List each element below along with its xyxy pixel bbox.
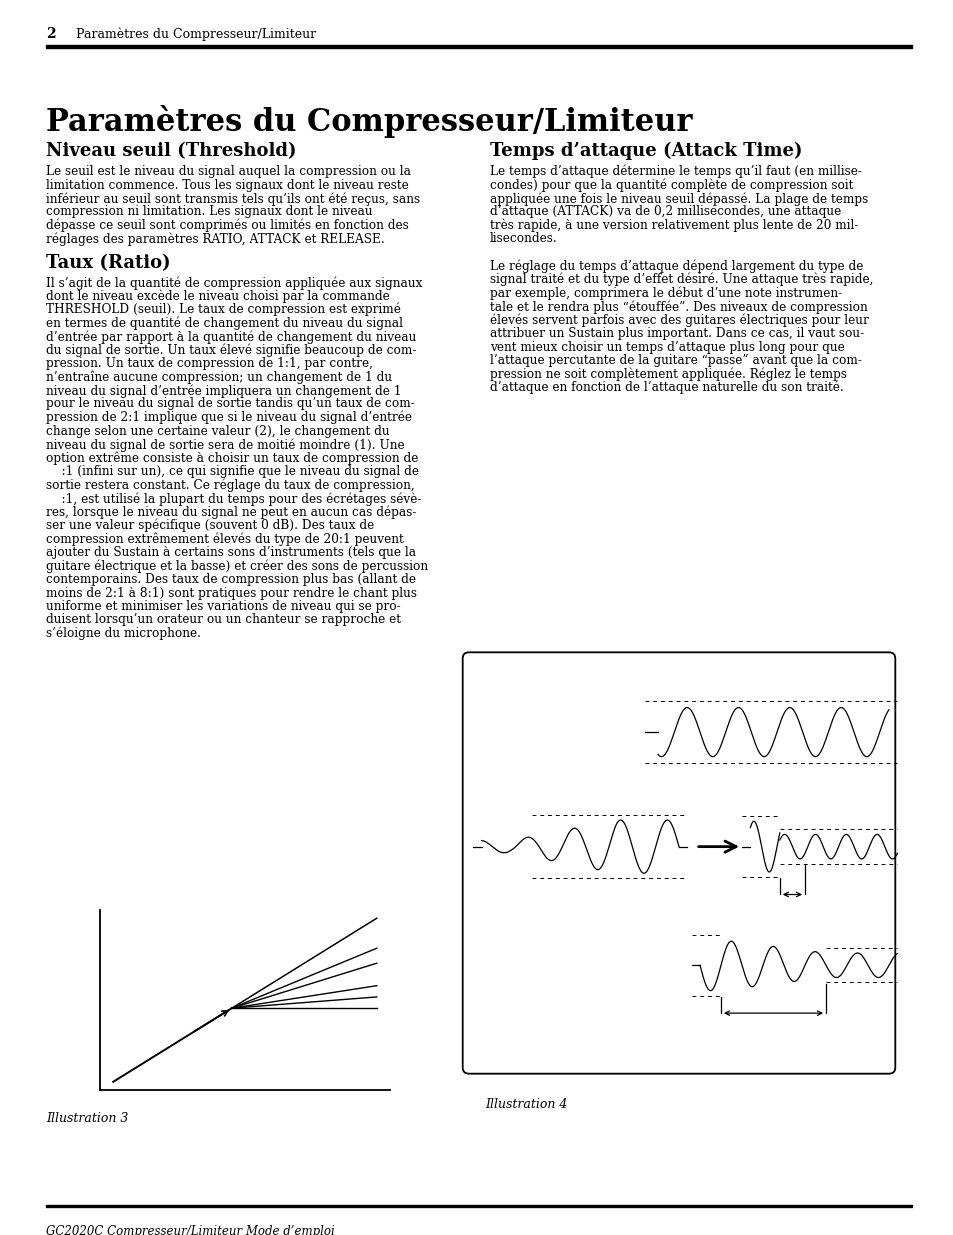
Text: s’éloigne du microphone.: s’éloigne du microphone.: [46, 627, 201, 641]
Text: THRESHOLD (seuil). Le taux de compression est exprimé: THRESHOLD (seuil). Le taux de compressio…: [46, 303, 400, 316]
Text: Taux (Ratio): Taux (Ratio): [46, 254, 171, 272]
Text: Illustration 4: Illustration 4: [484, 1098, 567, 1112]
Text: option extrême consiste à choisir un taux de compression de: option extrême consiste à choisir un tau…: [46, 452, 418, 466]
Text: niveau du signal de sortie sera de moitié moindre (1). Une: niveau du signal de sortie sera de moiti…: [46, 438, 404, 452]
Text: 2: 2: [46, 27, 55, 41]
Text: duisent lorsqu’un orateur ou un chanteur se rapproche et: duisent lorsqu’un orateur ou un chanteur…: [46, 614, 400, 626]
Text: tale et le rendra plus “étouffée”. Des niveaux de compression: tale et le rendra plus “étouffée”. Des n…: [490, 300, 867, 314]
Text: dépasse ce seuil sont comprimés ou limités en fonction des: dépasse ce seuil sont comprimés ou limit…: [46, 219, 408, 232]
Text: condes) pour que la quantité complète de compression soit: condes) pour que la quantité complète de…: [490, 179, 853, 191]
Text: :1 (infini sur un), ce qui signifie que le niveau du signal de: :1 (infini sur un), ce qui signifie que …: [46, 466, 418, 478]
FancyBboxPatch shape: [462, 652, 894, 1073]
Text: d’entrée par rapport à la quantité de changement du niveau: d’entrée par rapport à la quantité de ch…: [46, 330, 416, 343]
Text: compression ni limitation. Les signaux dont le niveau: compression ni limitation. Les signaux d…: [46, 205, 373, 219]
Text: :1, est utilisé la plupart du temps pour des écrétages sévè-: :1, est utilisé la plupart du temps pour…: [46, 492, 421, 505]
Text: niveau du signal d’entrée impliquera un changement de 1: niveau du signal d’entrée impliquera un …: [46, 384, 401, 398]
Text: appliquée une fois le niveau seuil dépassé. La plage de temps: appliquée une fois le niveau seuil dépas…: [490, 191, 867, 205]
Text: compression extrêmement élevés du type de 20:1 peuvent: compression extrêmement élevés du type d…: [46, 532, 403, 546]
Bar: [46, 44, 911, 48]
Text: uniforme et minimiser les variations de niveau qui se pro-: uniforme et minimiser les variations de …: [46, 600, 400, 613]
Text: d’attaque (ATTACK) va de 0,2 millisecondes, une attaque: d’attaque (ATTACK) va de 0,2 millisecond…: [490, 205, 841, 219]
Text: sortie restera constant. Ce réglage du taux de compression,: sortie restera constant. Ce réglage du t…: [46, 478, 415, 492]
Text: Paramètres du Compresseur/Limiteur: Paramètres du Compresseur/Limiteur: [76, 27, 315, 41]
Text: lisecondes.: lisecondes.: [490, 232, 558, 246]
Text: pression. Un taux de compression de 1:1, par contre,: pression. Un taux de compression de 1:1,…: [46, 357, 373, 370]
Text: en termes de quantité de changement du niveau du signal: en termes de quantité de changement du n…: [46, 316, 402, 330]
Text: moins de 2:1 à 8:1) sont pratiques pour rendre le chant plus: moins de 2:1 à 8:1) sont pratiques pour …: [46, 587, 416, 599]
Text: très rapide, à une version relativement plus lente de 20 mil-: très rapide, à une version relativement …: [490, 219, 858, 232]
Text: GC2020C Compresseur/Limiteur Mode d’emploi: GC2020C Compresseur/Limiteur Mode d’empl…: [46, 1225, 335, 1235]
Text: élevés servent parfois avec des guitares électriques pour leur: élevés servent parfois avec des guitares…: [490, 314, 868, 327]
Text: Paramètres du Compresseur/Limiteur: Paramètres du Compresseur/Limiteur: [46, 105, 692, 138]
Text: inférieur au seuil sont transmis tels qu’ils ont été reçus, sans: inférieur au seuil sont transmis tels qu…: [46, 191, 419, 205]
Text: res, lorsque le niveau du signal ne peut en aucun cas dépas-: res, lorsque le niveau du signal ne peut…: [46, 505, 416, 519]
Text: Il s’agit de la quantité de compression appliquée aux signaux: Il s’agit de la quantité de compression …: [46, 275, 422, 289]
Text: par exemple, comprimera le début d’une note instrumen-: par exemple, comprimera le début d’une n…: [490, 287, 841, 300]
Text: ser une valeur spécifique (souvent 0 dB). Des taux de: ser une valeur spécifique (souvent 0 dB)…: [46, 519, 374, 532]
Text: limitation commence. Tous les signaux dont le niveau reste: limitation commence. Tous les signaux do…: [46, 179, 408, 191]
Text: attribuer un Sustain plus important. Dans ce cas, il vaut sou-: attribuer un Sustain plus important. Dan…: [490, 327, 863, 340]
Text: Temps d’attaque (Attack Time): Temps d’attaque (Attack Time): [490, 142, 801, 161]
Text: dont le niveau excède le niveau choisi par la commande: dont le niveau excède le niveau choisi p…: [46, 289, 390, 303]
Text: ajouter du Sustain à certains sons d’instruments (tels que la: ajouter du Sustain à certains sons d’ins…: [46, 546, 416, 559]
Text: change selon une certaine valeur (2), le changement du: change selon une certaine valeur (2), le…: [46, 425, 389, 437]
Text: l’attaque percutante de la guitare “passe” avant que la com-: l’attaque percutante de la guitare “pass…: [490, 354, 861, 367]
Text: signal traité et du type d’effet désiré. Une attaque très rapide,: signal traité et du type d’effet désiré.…: [490, 273, 873, 287]
Text: contemporains. Des taux de compression plus bas (allant de: contemporains. Des taux de compression p…: [46, 573, 416, 585]
Text: vent mieux choisir un temps d’attaque plus long pour que: vent mieux choisir un temps d’attaque pl…: [490, 341, 843, 353]
Bar: [46, 1204, 911, 1207]
Text: pression de 2:1 implique que si le niveau du signal d’entrée: pression de 2:1 implique que si le nivea…: [46, 411, 412, 425]
Text: Le réglage du temps d’attaque dépend largement du type de: Le réglage du temps d’attaque dépend lar…: [490, 259, 862, 273]
Text: d’attaque en fonction de l’attaque naturelle du son traité.: d’attaque en fonction de l’attaque natur…: [490, 382, 842, 394]
Text: du signal de sortie. Un taux élevé signifie beaucoup de com-: du signal de sortie. Un taux élevé signi…: [46, 343, 416, 357]
Text: Illustration 3: Illustration 3: [46, 1112, 129, 1125]
Text: guitare électrique et la basse) et créer des sons de percussion: guitare électrique et la basse) et créer…: [46, 559, 428, 573]
Text: n’entraîne aucune compression; un changement de 1 du: n’entraîne aucune compression; un change…: [46, 370, 392, 384]
Text: pression ne soit complètement appliquée. Réglez le temps: pression ne soit complètement appliquée.…: [490, 368, 846, 382]
Text: pour le niveau du signal de sortie tandis qu’un taux de com-: pour le niveau du signal de sortie tandi…: [46, 398, 415, 410]
Text: Le seuil est le niveau du signal auquel la compression ou la: Le seuil est le niveau du signal auquel …: [46, 165, 411, 178]
Text: réglages des paramètres RATIO, ATTACK et RELEASE.: réglages des paramètres RATIO, ATTACK et…: [46, 232, 384, 246]
Text: Le temps d’attaque détermine le temps qu’il faut (en millise-: Le temps d’attaque détermine le temps qu…: [490, 165, 861, 179]
Text: Niveau seuil (Threshold): Niveau seuil (Threshold): [46, 142, 296, 161]
